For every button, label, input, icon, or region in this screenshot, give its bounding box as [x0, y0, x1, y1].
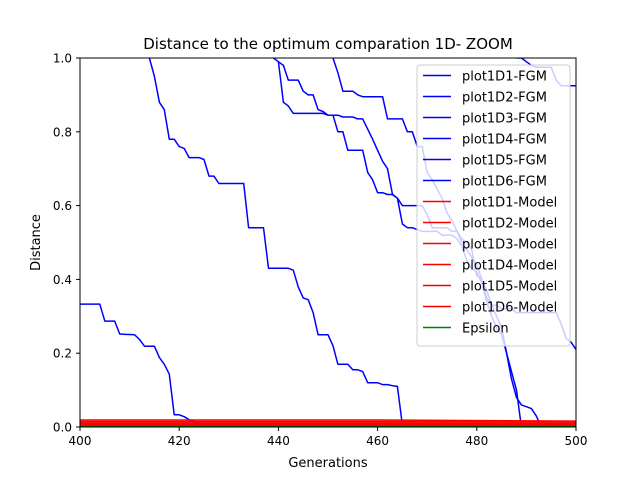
legend-label: plot1D5-FGM: [462, 154, 547, 169]
legend-label: plot1D2-Model: [462, 217, 557, 232]
y-tick-label: 0.2: [53, 347, 72, 361]
legend-box: [416, 64, 571, 347]
x-tick-label: 400: [69, 434, 92, 448]
legend: plot1D1-FGM plot1D2-FGM plot1D3-FGM plot1D4…: [416, 64, 571, 347]
legend-label: plot1D5-Model: [462, 280, 557, 295]
chart-title: Distance to the optimum comparation 1D- …: [143, 35, 513, 53]
legend-label: plot1D4-FGM: [462, 133, 547, 148]
series-line-8: [80, 419, 576, 422]
x-tick-label: 460: [366, 434, 389, 448]
legend-label: plot1D1-Model: [462, 196, 557, 211]
series-line-2: [148, 58, 576, 426]
legend-label: plot1D1-FGM: [462, 70, 547, 85]
x-tick-label: 420: [168, 434, 191, 448]
legend-label: plot1D2-FGM: [462, 91, 547, 106]
legend-label: plot1D4-Model: [462, 259, 557, 274]
legend-label: plot1D6-FGM: [462, 175, 547, 190]
x-axis-label: Generations: [288, 456, 368, 471]
y-tick-label: 0.8: [53, 125, 72, 139]
y-tick-label: 0.6: [53, 199, 72, 213]
legend-label: plot1D3-FGM: [462, 112, 547, 127]
x-tick-label: 440: [267, 434, 290, 448]
y-tick-label: 1.0: [53, 52, 72, 66]
y-tick-label: 0.4: [53, 273, 72, 287]
y-tick-label: 0.0: [53, 421, 72, 435]
x-tick-label: 480: [465, 434, 488, 448]
legend-label: Epsilon: [462, 322, 509, 337]
legend-label: plot1D6-Model: [462, 301, 557, 316]
plot-frame: [79, 57, 577, 428]
x-tick-label: 500: [565, 434, 588, 448]
legend-label: plot1D3-Model: [462, 238, 557, 253]
y-axis-label: Distance: [29, 214, 44, 271]
axes-layer: 400 420 440 460 480 500 0.0 0.2 0.4 0.6 0.8 1.0: [53, 52, 588, 449]
